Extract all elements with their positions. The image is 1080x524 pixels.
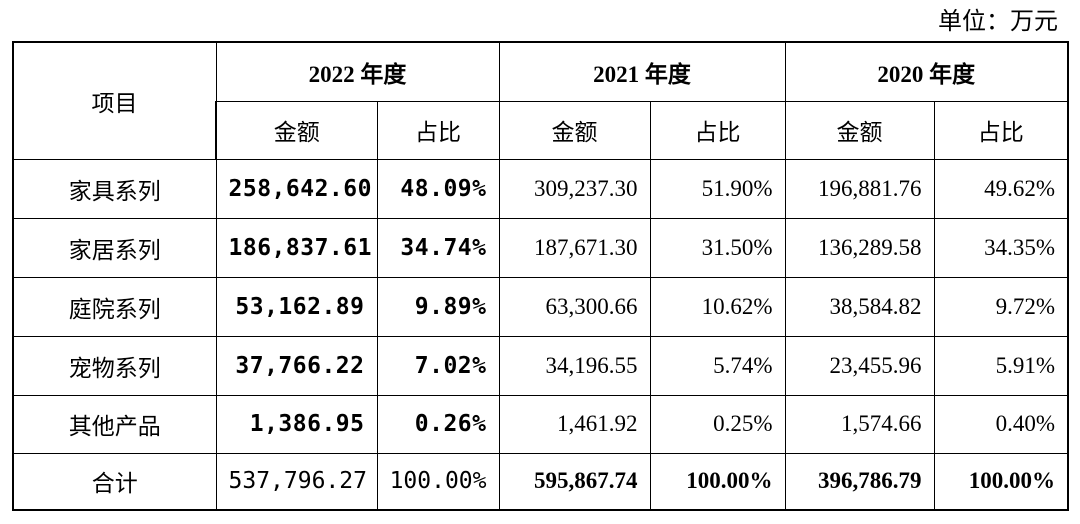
cell-2021-amount: 63,300.66 <box>498 276 651 337</box>
table-row: 庭院系列 53,162.89 9.89% 63,300.66 10.62% 38… <box>12 276 1069 337</box>
cell-2020-ratio: 49.62% <box>933 158 1069 219</box>
total-2021-amount: 595,867.74 <box>498 452 651 511</box>
total-2022-ratio: 100.00% <box>376 452 500 511</box>
cell-2020-amount: 196,881.76 <box>784 158 935 219</box>
cell-2020-amount: 136,289.58 <box>784 217 935 278</box>
header-amount-2020: 金额 <box>784 100 935 160</box>
header-row-years: 项目 2022 年度 2021 年度 2020 年度 <box>12 41 1069 160</box>
cell-2022-amount: 186,837.61 <box>215 217 378 278</box>
cell-2022-amount: 1,386.95 <box>215 394 378 454</box>
row-item: 家居系列 <box>12 217 217 278</box>
table-row: 其他产品 1,386.95 0.26% 1,461.92 0.25% 1,574… <box>12 394 1069 454</box>
header-amount-2021: 金额 <box>498 100 651 160</box>
cell-2022-ratio: 34.74% <box>376 217 500 278</box>
row-item: 庭院系列 <box>12 276 217 337</box>
header-year-2020: 2020 年度 <box>784 41 1069 102</box>
cell-2021-ratio: 31.50% <box>649 217 786 278</box>
cell-2021-ratio: 10.62% <box>649 276 786 337</box>
total-2022-amount: 537,796.27 <box>215 452 378 511</box>
cell-2020-amount: 1,574.66 <box>784 394 935 454</box>
header-year-2022: 2022 年度 <box>215 41 500 102</box>
cell-2021-amount: 34,196.55 <box>498 335 651 396</box>
header-ratio-2022: 占比 <box>376 100 500 160</box>
row-item: 家具系列 <box>12 158 217 219</box>
header-ratio-2020: 占比 <box>933 100 1069 160</box>
cell-2021-amount: 1,461.92 <box>498 394 651 454</box>
cell-2021-ratio: 51.90% <box>649 158 786 219</box>
header-ratio-2021: 占比 <box>649 100 786 160</box>
unit-label: 单位：万元 <box>938 7 1058 35</box>
cell-2020-ratio: 5.91% <box>933 335 1069 396</box>
cell-2022-amount: 37,766.22 <box>215 335 378 396</box>
cell-2022-ratio: 7.02% <box>376 335 500 396</box>
cell-2021-amount: 187,671.30 <box>498 217 651 278</box>
cell-2020-amount: 38,584.82 <box>784 276 935 337</box>
cell-2021-ratio: 5.74% <box>649 335 786 396</box>
header-amount-2022: 金额 <box>215 100 378 160</box>
total-item: 合计 <box>12 452 217 511</box>
cell-2022-amount: 53,162.89 <box>215 276 378 337</box>
header-year-2021: 2021 年度 <box>498 41 786 102</box>
table-row: 家具系列 258,642.60 48.09% 309,237.30 51.90%… <box>12 158 1069 219</box>
revenue-by-product-table: 项目 2022 年度 2021 年度 2020 年度 金额 占比 金额 占比 金… <box>12 41 1069 511</box>
row-item: 其他产品 <box>12 394 217 454</box>
cell-2020-ratio: 9.72% <box>933 276 1069 337</box>
header-item: 项目 <box>12 41 217 160</box>
total-row: 合计 537,796.27 100.00% 595,867.74 100.00%… <box>12 452 1069 511</box>
cell-2021-amount: 309,237.30 <box>498 158 651 219</box>
table-row: 家居系列 186,837.61 34.74% 187,671.30 31.50%… <box>12 217 1069 278</box>
table-row: 宠物系列 37,766.22 7.02% 34,196.55 5.74% 23,… <box>12 335 1069 396</box>
cell-2020-ratio: 34.35% <box>933 217 1069 278</box>
cell-2022-ratio: 9.89% <box>376 276 500 337</box>
row-item: 宠物系列 <box>12 335 217 396</box>
cell-2022-ratio: 48.09% <box>376 158 500 219</box>
total-2020-ratio: 100.00% <box>933 452 1069 511</box>
cell-2020-ratio: 0.40% <box>933 394 1069 454</box>
cell-2021-ratio: 0.25% <box>649 394 786 454</box>
total-2021-ratio: 100.00% <box>649 452 786 511</box>
cell-2022-ratio: 0.26% <box>376 394 500 454</box>
cell-2020-amount: 23,455.96 <box>784 335 935 396</box>
cell-2022-amount: 258,642.60 <box>215 158 378 219</box>
total-2020-amount: 396,786.79 <box>784 452 935 511</box>
